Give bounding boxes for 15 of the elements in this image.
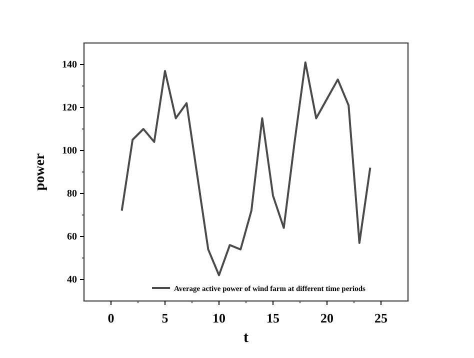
y-tick-label: 80 <box>67 188 77 200</box>
y-tick-label: 40 <box>67 274 77 286</box>
x-tick-label: 10 <box>212 310 226 326</box>
x-axis-title: t <box>244 330 248 346</box>
line-series <box>120 61 372 276</box>
y-axis-title: power <box>33 153 48 191</box>
y-tick-label: 140 <box>62 60 77 71</box>
x-tick-label: 25 <box>374 310 388 326</box>
x-tick-label: 20 <box>320 310 334 326</box>
x-tick-label: 5 <box>162 310 169 326</box>
x-tick-label: 0 <box>108 310 114 326</box>
y-tick-label: 60 <box>67 232 77 243</box>
y-tick-label: 100 <box>62 146 77 157</box>
y-tick-label: 120 <box>62 102 77 114</box>
x-tick-label: 15 <box>266 310 280 326</box>
